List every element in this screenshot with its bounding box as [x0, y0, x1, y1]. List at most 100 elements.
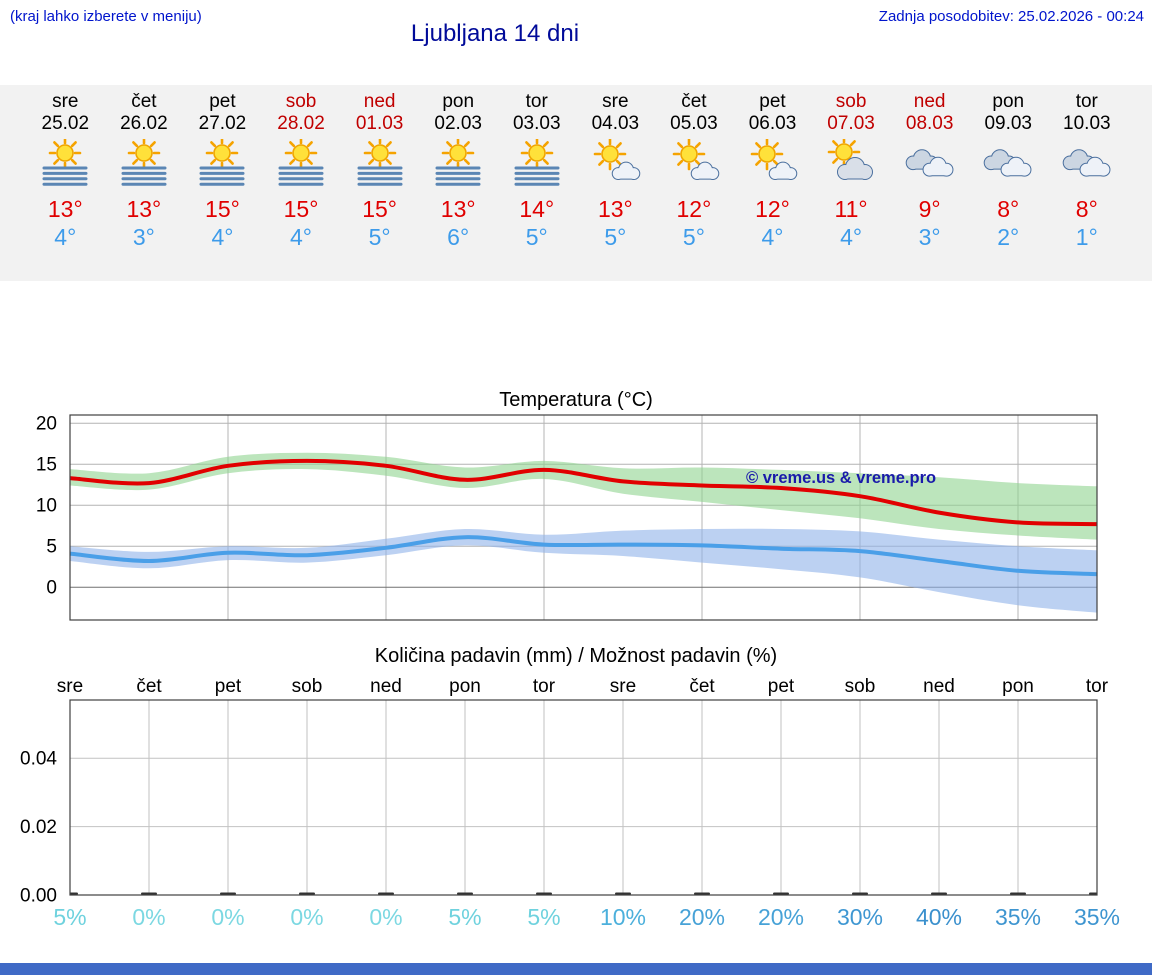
cloudy-icon-svg	[983, 149, 1032, 177]
forecast-day-ned-01.03[interactable]: ned 01.03 15° 5°	[340, 91, 419, 281]
svg-text:0.00: 0.00	[20, 886, 57, 907]
day-date: 26.02	[120, 113, 168, 134]
day-name: sob	[835, 91, 867, 112]
sun-fog-icon-svg	[357, 136, 403, 186]
high-temp: 12°	[676, 196, 712, 222]
low-temp: 4°	[54, 224, 77, 250]
cloudy-icon-svg	[1062, 149, 1111, 177]
footer-bar	[0, 963, 1152, 975]
sun-cloud-icon	[576, 137, 655, 189]
temperature-chart-title: Temperatura (°C)	[499, 389, 653, 411]
forecast-day-sob-07.03[interactable]: sob 07.03 11° 4°	[812, 91, 891, 281]
forecast-day-pon-02.03[interactable]: pon 02.03 13° 6°	[419, 91, 498, 281]
svg-text:20%: 20%	[758, 904, 804, 930]
svg-text:5%: 5%	[53, 904, 86, 930]
sun-bigcloud-icon	[812, 135, 891, 189]
day-date: 06.03	[748, 113, 797, 134]
day-name: pon	[992, 91, 1025, 112]
forecast-day-sob-28.02[interactable]: sob 28.02 15° 4°	[262, 91, 341, 281]
low-temp: 1°	[1075, 224, 1098, 250]
svg-text:sre: sre	[610, 676, 636, 697]
sun-fog-icon-svg	[199, 136, 245, 186]
day-date: 27.02	[198, 113, 247, 134]
high-temp: 13°	[47, 196, 83, 222]
svg-text:10: 10	[36, 496, 57, 517]
svg-text:20%: 20%	[679, 904, 725, 930]
high-temp: 15°	[283, 196, 319, 222]
low-temp: 5°	[604, 224, 627, 250]
forecast-day-sre-04.03[interactable]: sre 04.03 13° 5°	[576, 91, 655, 281]
svg-text:ned: ned	[923, 676, 955, 697]
svg-text:5: 5	[46, 537, 57, 558]
svg-text:40%: 40%	[916, 904, 962, 930]
svg-text:15: 15	[36, 455, 57, 476]
precip-y-axis-labels: 0.00 0.02 0.04	[20, 749, 57, 907]
svg-text:35%: 35%	[1074, 904, 1120, 930]
forecast-day-čet-26.02[interactable]: čet 26.02 13° 3°	[105, 91, 184, 281]
svg-text:sob: sob	[845, 676, 876, 697]
low-temp: 6°	[447, 224, 470, 250]
sun-fog-icon-svg	[435, 136, 481, 186]
cloudy-icon-svg	[905, 149, 954, 177]
sun-cloud-icon-svg	[672, 137, 720, 181]
high-temp: 8°	[997, 196, 1020, 222]
watermark: © vreme.us & vreme.pro	[746, 469, 936, 487]
sun-fog-icon	[340, 136, 419, 189]
precipitation-chart-title: Količina padavin (mm) / Možnost padavin …	[374, 645, 778, 667]
page-title: Ljubljana 14 dni	[410, 20, 580, 47]
sun-fog-icon-svg	[121, 136, 167, 186]
cloudy-icon	[969, 139, 1048, 189]
precip-plot-area	[70, 700, 1097, 895]
svg-text:pet: pet	[768, 676, 795, 697]
forecast-day-tor-03.03[interactable]: tor 03.03 14° 5°	[497, 91, 576, 281]
forecast-day-pet-06.03[interactable]: pet 06.03 12° 4°	[733, 91, 812, 281]
day-name: pet	[759, 91, 786, 112]
low-temp: 2°	[997, 224, 1020, 250]
low-temp: 4°	[211, 224, 234, 250]
low-temp: 4°	[290, 224, 313, 250]
svg-text:0%: 0%	[290, 904, 323, 930]
svg-text:10%: 10%	[600, 904, 646, 930]
low-temp: 5°	[525, 224, 548, 250]
svg-text:čet: čet	[689, 676, 715, 697]
temp-y-axis-labels: 0 5 10 15 20	[36, 414, 57, 599]
sun-fog-icon	[26, 136, 105, 189]
svg-text:sob: sob	[292, 676, 323, 697]
day-name: sre	[602, 91, 629, 112]
sun-fog-icon	[183, 136, 262, 189]
day-name: pet	[209, 91, 236, 112]
last-update-label: Zadnja posodobitev: 25.02.2026 - 00:24	[878, 8, 1144, 25]
svg-text:čet: čet	[136, 676, 162, 697]
day-name: čet	[681, 91, 707, 112]
max-temp-range-band	[70, 452, 1097, 540]
temp-plot-border	[69, 414, 1098, 621]
svg-text:tor: tor	[533, 676, 556, 697]
day-name: tor	[525, 91, 548, 112]
sun-fog-icon	[262, 136, 341, 189]
high-temp: 8°	[1075, 196, 1098, 222]
forecast-day-čet-05.03[interactable]: čet 05.03 12° 5°	[655, 91, 734, 281]
forecast-day-tor-10.03[interactable]: tor 10.03 8° 1°	[1048, 91, 1127, 281]
day-date: 02.03	[434, 113, 482, 134]
day-name: sob	[285, 91, 317, 112]
high-temp: 9°	[918, 196, 941, 222]
precip-gridlines	[70, 700, 1097, 895]
sun-fog-icon-svg	[278, 136, 324, 186]
forecast-day-pet-27.02[interactable]: pet 27.02 15° 4°	[183, 91, 262, 281]
sun-cloud-icon	[655, 137, 734, 189]
forecast-day-ned-08.03[interactable]: ned 08.03 9° 3°	[890, 91, 969, 281]
low-temp: 4°	[840, 224, 863, 250]
svg-text:5%: 5%	[448, 904, 481, 930]
svg-text:ned: ned	[370, 676, 402, 697]
low-temp: 5°	[682, 224, 705, 250]
forecast-day-pon-09.03[interactable]: pon 09.03 8° 2°	[969, 91, 1048, 281]
forecast-day-sre-25.02[interactable]: sre 25.02 13° 4°	[26, 91, 105, 281]
low-temp: 3°	[132, 224, 155, 250]
svg-text:0: 0	[46, 578, 57, 599]
cloudy-icon	[890, 139, 969, 189]
day-name: sre	[52, 91, 79, 112]
high-temp: 15°	[205, 196, 240, 222]
day-name: ned	[363, 91, 396, 112]
svg-text:tor: tor	[1086, 676, 1109, 697]
